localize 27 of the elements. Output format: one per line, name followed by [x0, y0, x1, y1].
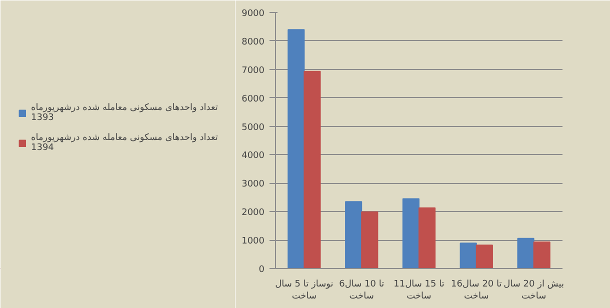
- x-tick-label: 11تا 15 سال ساخت: [394, 280, 445, 302]
- x-tick-label: بیش از 20 سال ساخت: [504, 280, 564, 302]
- bar: [288, 29, 305, 268]
- y-tick-label: 1000: [242, 236, 265, 247]
- bar: [304, 70, 321, 268]
- bar: [361, 211, 378, 268]
- y-tick-label: 2000: [242, 208, 265, 218]
- bar: [460, 242, 477, 268]
- bar: [418, 207, 436, 268]
- y-tick-label: 3000: [242, 180, 265, 190]
- y-tick-label: 4000: [242, 151, 265, 162]
- x-tick-label: 16تا 20 سال ساخت: [451, 280, 502, 302]
- y-tick-label: 5000: [242, 122, 265, 133]
- bar: [402, 198, 420, 268]
- y-tick-label: 8000: [242, 37, 265, 48]
- legend-label: تعداد واحدهای مسکونی معامله شده درشهریورماه 1394: [31, 133, 218, 153]
- bar: [345, 201, 362, 268]
- y-tick-label: 0: [258, 265, 265, 275]
- x-tick-label: 6تا 10 سال ساخت: [339, 280, 385, 302]
- y-tick-label: 6000: [242, 94, 265, 104]
- y-tick-label: 7000: [242, 66, 265, 76]
- bar: [476, 244, 493, 268]
- x-tick-label: نوساز تا 5 سال ساخت: [275, 280, 334, 302]
- bar: [517, 238, 534, 268]
- legend-label: تعداد واحدهای مسکونی معامله شده درشهریورماه 1393: [31, 103, 218, 123]
- bar: [533, 242, 550, 268]
- y-tick-label: 9000: [242, 9, 265, 19]
